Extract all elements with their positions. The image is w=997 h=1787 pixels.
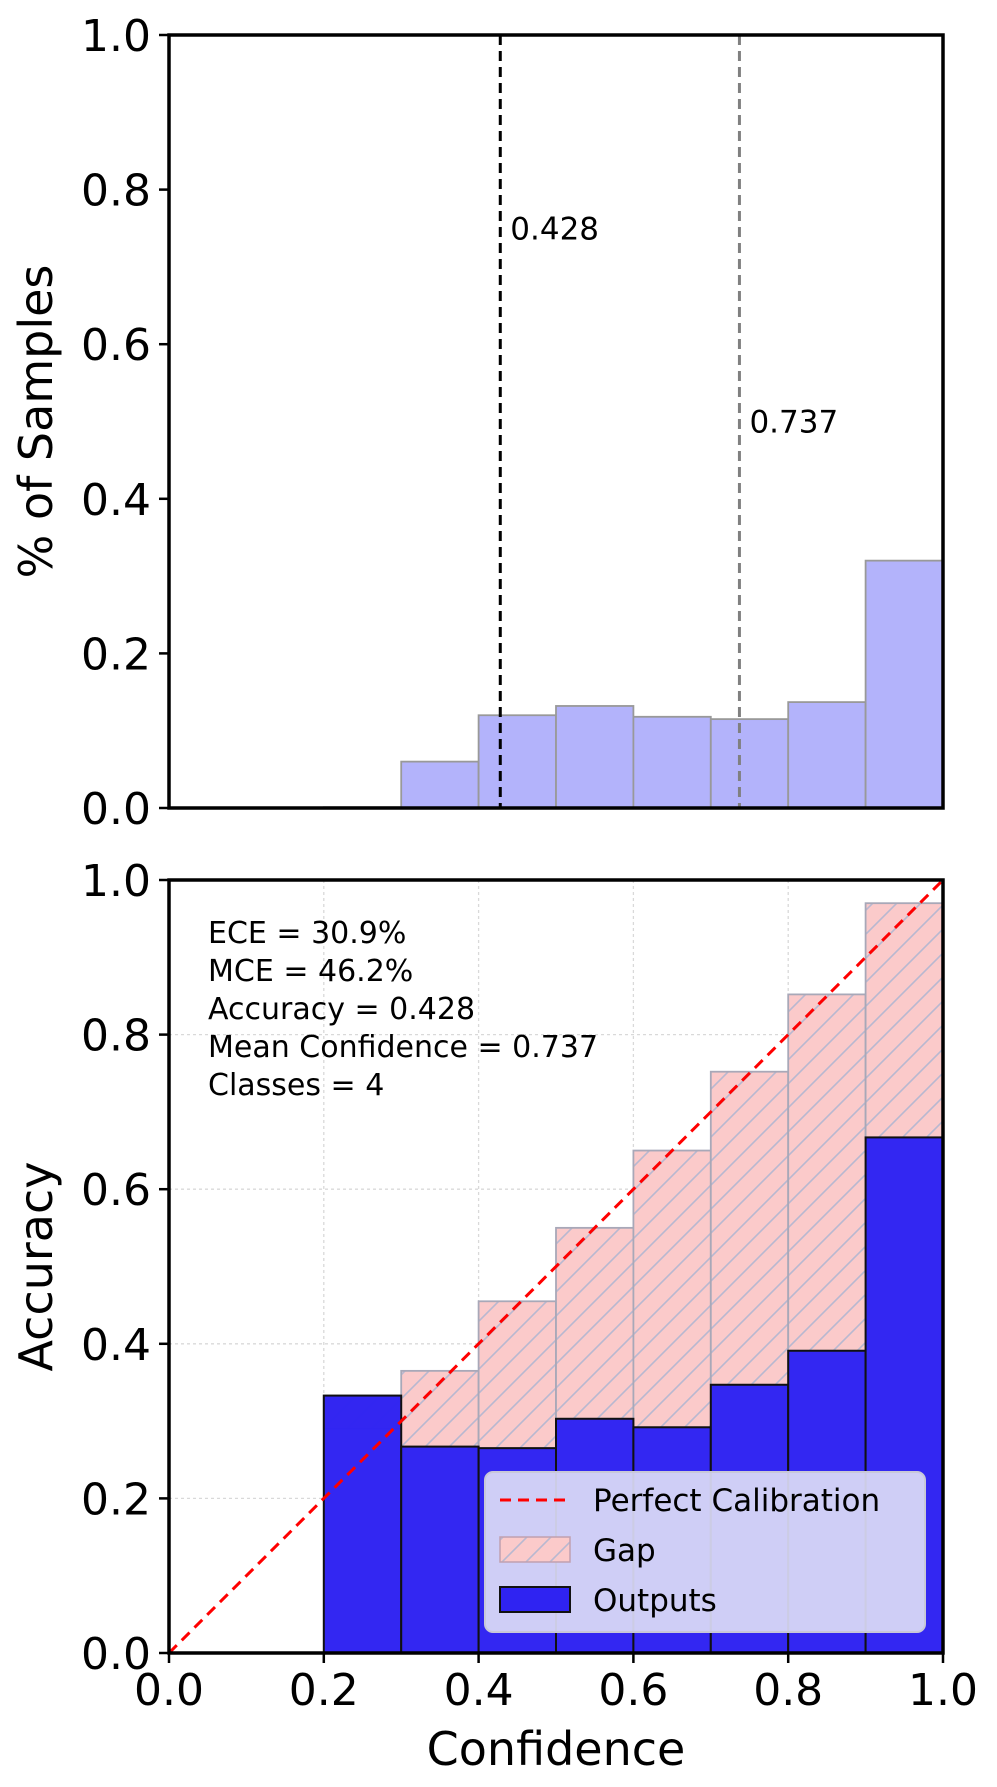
gap-bar [477,1300,557,1450]
legend-label-gap: Gap [593,1533,656,1569]
x-tick-label: 0.2 [289,1665,359,1716]
x-tick-label: 0.4 [444,1665,514,1716]
histogram-bar [864,559,944,809]
gap-bar [632,1149,712,1429]
classes-stat: Classes = 4 [208,1068,384,1103]
y-tick-label: 0.6 [81,320,151,371]
histogram-bar [709,718,790,809]
bottom-x-ticks: 0.0 0.2 0.4 0.6 0.8 1.0 [134,1653,978,1716]
bottom-plot-frame [167,878,945,1655]
accuracy-stat: Accuracy = 0.428 [208,992,475,1027]
sample-histogram-panel: 0.0 0.2 0.4 0.6 0.8 1.0 % of Samples 0.428 0.… [9,11,945,835]
gap-bar [787,993,867,1352]
y-tick-label: 0.2 [81,629,151,680]
output-bar [400,1445,480,1655]
mean-lines [498,35,741,808]
y-tick-label: 0.0 [81,1629,151,1680]
y-tick-label: 0.8 [81,1011,151,1062]
x-tick-label: 0.0 [134,1665,204,1716]
y-tick-label: 0.8 [81,166,151,217]
histogram-bar [787,701,867,809]
top-y-axis-label: % of Samples [9,265,63,579]
stats-annotation: ECE = 30.9% MCE = 46.2% Accuracy = 0.428… [208,916,598,1103]
ece-stat: ECE = 30.9% [208,916,406,951]
gap-bar [864,902,944,1139]
x-tick-label: 0.6 [598,1665,668,1716]
top-plot-frame [167,33,945,810]
legend-label-perfect: Perfect Calibration [593,1483,880,1519]
histogram-bars [322,559,944,809]
confidence-line-label: 0.737 [749,405,838,441]
y-tick-label: 0.4 [81,1320,151,1371]
accuracy-line-label: 0.428 [510,211,599,247]
x-axis-label: Confidence [427,1722,686,1776]
histogram-bar [555,705,635,809]
top-y-ticks: 0.0 0.2 0.4 0.6 0.8 1.0 [81,11,169,835]
mean-confidence-stat: Mean Confidence = 0.737 [208,1030,598,1065]
gap-bar [555,1226,635,1420]
x-tick-label: 1.0 [908,1665,978,1716]
legend-box [484,1471,926,1633]
outputs-swatch [499,1586,571,1613]
y-tick-label: 0.2 [81,1474,151,1525]
perfect-calibration-line [167,878,945,1655]
y-tick-label: 1.0 [81,856,151,907]
histogram-bar [477,714,557,809]
reliability-diagram-panel: 0.0 0.2 0.4 0.6 0.8 1.0 0.0 0.2 0.4 0.6 0.8 1.0 Ac… [9,856,978,1776]
y-tick-label: 1.0 [81,11,151,62]
mce-stat: MCE = 46.2% [208,954,413,989]
bottom-y-ticks: 0.0 0.2 0.4 0.6 0.8 1.0 [81,856,169,1680]
histogram-bar [632,715,712,809]
y-tick-label: 0.4 [81,475,151,526]
y-tick-label: 0.6 [81,1165,151,1216]
gap-swatch [499,1536,571,1563]
output-bar [322,1394,403,1654]
legend-label-outputs: Outputs [593,1583,717,1619]
bottom-y-axis-label: Accuracy [9,1161,63,1371]
x-tick-label: 0.8 [753,1665,823,1716]
histogram-bar [400,760,480,809]
gap-bar [709,1070,790,1386]
legend: Perfect Calibration Gap Outputs [484,1471,926,1633]
y-tick-label: 0.0 [81,784,151,835]
